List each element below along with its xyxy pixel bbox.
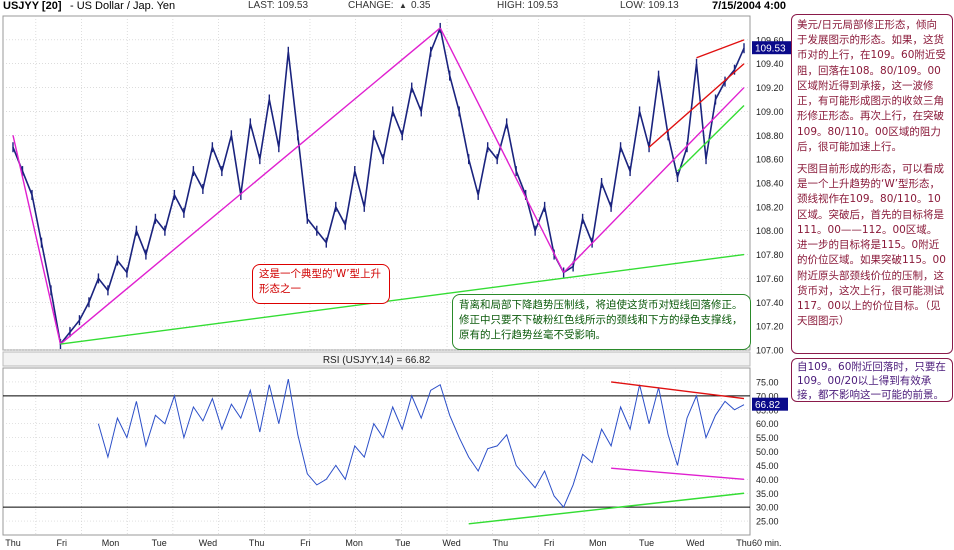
rsi-title: RSI (USJYY,14) = 66.82 bbox=[323, 355, 431, 366]
price-tick-label: 107.20 bbox=[756, 322, 784, 332]
price-last-value-box bbox=[752, 41, 792, 55]
trendline-pink-left-spike bbox=[12, 135, 62, 345]
analysis-paragraph-1: 美元/日元局部修正形态，倾向于发展图示的形态。如果，这货币对的上行，在109。6… bbox=[797, 19, 946, 153]
rsi-tick-label: 40.00 bbox=[756, 475, 779, 485]
rsi-last-value-label: 66.82 bbox=[755, 400, 780, 411]
rsi-tick-label: 45.00 bbox=[756, 461, 779, 471]
trendline-green-rsi-support bbox=[468, 492, 745, 525]
change-up-icon: ▲ bbox=[399, 1, 407, 10]
chart-date: 7/15/2004 4:00 bbox=[712, 0, 787, 12]
trendline-red-triangle-upper bbox=[648, 63, 745, 148]
rsi-last-value-box bbox=[752, 397, 788, 411]
x-tick-label: Tue bbox=[152, 538, 167, 548]
price-tick-label: 109.60 bbox=[756, 35, 784, 45]
x-tick-label: Fri bbox=[300, 538, 311, 548]
x-tick-label: Thu bbox=[5, 538, 21, 548]
rsi-tick-label: 30.00 bbox=[756, 503, 779, 513]
price-tick-label: 108.00 bbox=[756, 226, 784, 236]
price-tick-label: 109.20 bbox=[756, 83, 784, 93]
rsi-tick-label: 60.00 bbox=[756, 419, 779, 429]
x-tick-label: Thu bbox=[249, 538, 265, 548]
last-price: LAST: 109.53 bbox=[248, 0, 309, 11]
rsi-tick-label: 35.00 bbox=[756, 489, 779, 499]
x-tick-label: Mon bbox=[345, 538, 363, 548]
change-value: 0.35 bbox=[411, 0, 431, 11]
analysis-paragraph-2: 天图目前形成的形态，可以看成是一个上升趋势的‘W’型形态，颈线视作在109。80… bbox=[797, 162, 946, 328]
price-tick-label: 107.00 bbox=[756, 346, 784, 356]
x-tick-label: Mon bbox=[102, 538, 120, 548]
price-tick-label: 109.00 bbox=[756, 107, 784, 117]
trendline-red-rsi-top bbox=[611, 381, 745, 400]
price-last-value-label: 109.53 bbox=[755, 44, 786, 55]
trendline-pink-w-down bbox=[439, 27, 565, 273]
price-tick-label: 107.80 bbox=[756, 250, 784, 260]
rsi-tick-label: 55.00 bbox=[756, 433, 779, 443]
x-tick-label: Thu bbox=[736, 538, 752, 548]
rsi-tick-label: 50.00 bbox=[756, 447, 779, 457]
chart-header: USJYY [20] - US Dollar / Jap. Yen LAST: … bbox=[0, 0, 800, 14]
x-tick-label: Fri bbox=[544, 538, 555, 548]
x-tick-label: Wed bbox=[199, 538, 217, 548]
trendline-pink-w-left-up bbox=[60, 27, 441, 345]
trendline-red-resistance bbox=[696, 39, 745, 59]
change-label: CHANGE: bbox=[348, 0, 394, 11]
price-series-line bbox=[12, 25, 745, 346]
price-tick-label: 107.60 bbox=[756, 274, 784, 284]
rsi-tick-label: 75.00 bbox=[756, 377, 779, 387]
x-tick-label: Thu bbox=[493, 538, 509, 548]
trendline-green-triangle-low bbox=[677, 104, 745, 172]
x-tick-label: Fri bbox=[56, 538, 67, 548]
price-tick-label: 108.60 bbox=[756, 155, 784, 165]
price-tick-label: 108.40 bbox=[756, 179, 784, 189]
price-tick-label: 108.80 bbox=[756, 131, 784, 141]
price-tick-label: 108.20 bbox=[756, 202, 784, 212]
rsi-title-bar bbox=[2, 351, 751, 367]
high-price: HIGH: 109.53 bbox=[497, 0, 559, 11]
trendline-pink-rsi-floor bbox=[611, 467, 745, 481]
rsi-tick-label: 25.00 bbox=[756, 517, 779, 527]
x-tick-label: Tue bbox=[639, 538, 654, 548]
annotation-rsi-note: 自109。60附近回落时，只要在109。00/20以上得到有效承接，都不影响这一… bbox=[791, 358, 953, 402]
instrument-name: - US Dollar / Jap. Yen bbox=[70, 0, 176, 12]
annotation-trendline-note: 背离和局部下降趋势压制线，将迫使这货币对短线回落修正。修正中只要不下破粉红色线所… bbox=[452, 294, 751, 350]
annotation-analysis-panel: 美元/日元局部修正形态，倾向于发展图示的形态。如果，这货币对的上行，在109。6… bbox=[791, 14, 953, 354]
rsi-tick-label: 70.00 bbox=[756, 391, 779, 401]
trendline-pink-w-right-up bbox=[563, 87, 745, 273]
symbol: USJYY [20] bbox=[3, 0, 62, 12]
x-tick-label: Wed bbox=[442, 538, 460, 548]
x-tick-label: Mon bbox=[589, 538, 607, 548]
x-tick-label: Wed bbox=[686, 538, 704, 548]
interval-label: 60 min. bbox=[752, 538, 782, 548]
annotation-w-shape: 这是一个典型的‘W’型上升形态之一 bbox=[252, 264, 390, 304]
price-tick-label: 107.40 bbox=[756, 298, 784, 308]
price-tick-label: 109.40 bbox=[756, 59, 784, 69]
rsi-series-line bbox=[97, 378, 745, 509]
low-price: LOW: 109.13 bbox=[620, 0, 679, 11]
x-tick-label: Tue bbox=[395, 538, 410, 548]
trendline-green-support bbox=[60, 253, 745, 345]
